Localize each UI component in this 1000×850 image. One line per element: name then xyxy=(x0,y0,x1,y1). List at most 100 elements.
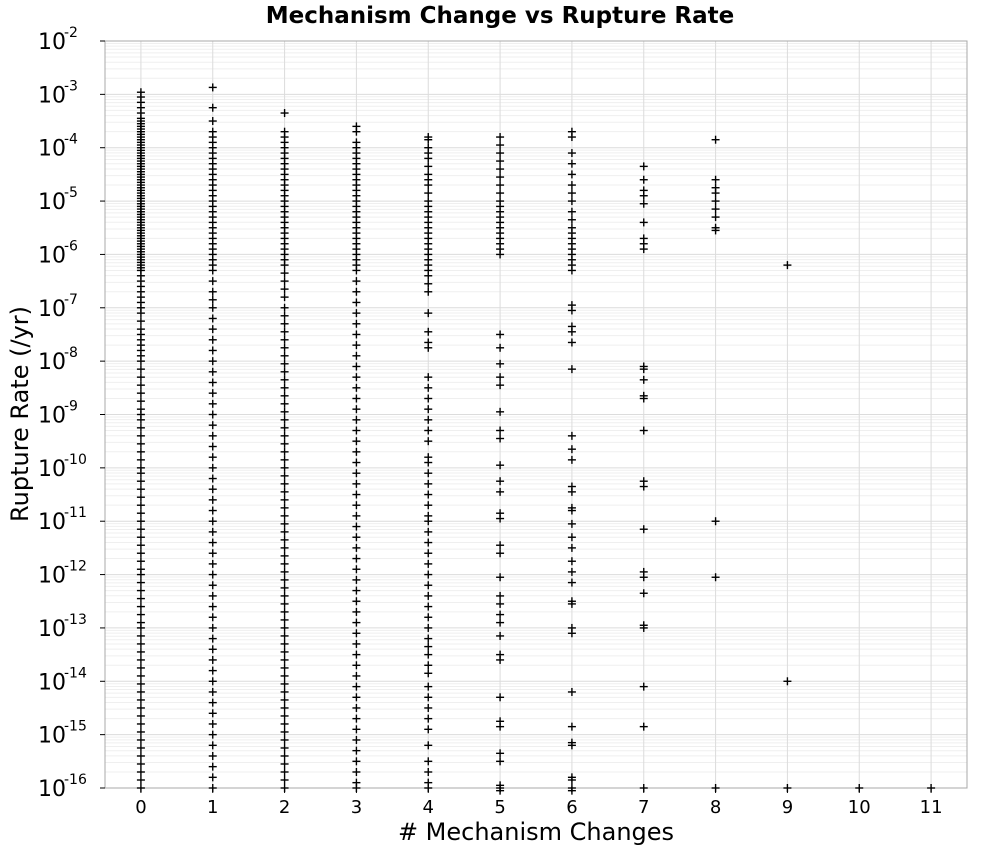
data-point xyxy=(639,199,648,208)
data-point xyxy=(280,391,289,400)
data-point xyxy=(280,775,289,784)
data-point xyxy=(424,623,433,632)
data-point xyxy=(280,607,289,616)
data-point xyxy=(424,327,433,336)
data-point xyxy=(639,175,648,184)
data-point xyxy=(280,359,289,368)
data-point xyxy=(136,493,145,502)
data-point xyxy=(208,677,217,686)
data-point xyxy=(496,693,505,702)
data-point xyxy=(136,602,145,611)
data-point xyxy=(208,506,217,515)
data-point xyxy=(567,741,576,750)
data-point xyxy=(352,597,361,606)
data-point xyxy=(567,266,576,275)
data-point xyxy=(352,266,361,275)
data-point xyxy=(711,189,720,198)
data-point xyxy=(639,589,648,598)
data-point xyxy=(352,127,361,136)
y-tick-label-exponent: -5 xyxy=(64,185,78,201)
data-point xyxy=(136,655,145,664)
x-tick-label: 4 xyxy=(423,797,434,818)
y-tick-label-exponent: -16 xyxy=(64,772,87,788)
data-point xyxy=(424,517,433,526)
y-tick-label-base: 10 xyxy=(38,83,66,108)
data-point xyxy=(208,538,217,547)
y-tick-label-base: 10 xyxy=(38,564,66,589)
data-point xyxy=(208,773,217,782)
data-point xyxy=(639,245,648,254)
data-point xyxy=(280,695,289,704)
data-point xyxy=(208,527,217,536)
data-point xyxy=(280,415,289,424)
data-point xyxy=(208,367,217,376)
data-point xyxy=(424,162,433,171)
data-point xyxy=(424,415,433,424)
data-point xyxy=(136,365,145,374)
data-point xyxy=(280,487,289,496)
data-point xyxy=(424,135,433,144)
data-point xyxy=(136,501,145,510)
data-point xyxy=(639,573,648,582)
y-tick-label-exponent: -11 xyxy=(64,505,87,521)
data-point xyxy=(496,655,505,664)
data-point xyxy=(280,591,289,600)
data-point xyxy=(352,618,361,627)
data-point xyxy=(136,623,145,632)
data-point xyxy=(496,434,505,443)
data-point xyxy=(208,645,217,654)
data-point xyxy=(280,615,289,624)
data-point xyxy=(424,189,433,198)
data-point xyxy=(567,181,576,190)
data-point xyxy=(280,399,289,408)
data-point xyxy=(280,647,289,656)
data-point xyxy=(352,405,361,414)
data-point xyxy=(352,735,361,744)
data-point xyxy=(280,303,289,312)
x-tick-label: 10 xyxy=(848,797,871,818)
data-point xyxy=(280,703,289,712)
x-axis-label: # Mechanism Changes xyxy=(398,818,674,846)
data-point xyxy=(280,639,289,648)
data-point xyxy=(280,343,289,352)
data-point xyxy=(136,743,145,752)
data-point xyxy=(136,517,145,526)
y-tick-label-exponent: -13 xyxy=(64,612,87,628)
data-point xyxy=(352,693,361,702)
data-point xyxy=(208,517,217,526)
y-axis-ticks: 10-210-310-410-510-610-710-810-910-1010-… xyxy=(38,25,105,802)
data-point xyxy=(496,477,505,486)
data-point xyxy=(424,650,433,659)
data-point xyxy=(280,735,289,744)
data-point xyxy=(280,687,289,696)
data-points xyxy=(136,83,936,795)
data-point xyxy=(280,767,289,776)
data-point xyxy=(208,314,217,323)
data-point xyxy=(639,525,648,534)
data-point xyxy=(496,173,505,182)
data-point xyxy=(280,261,289,270)
data-point xyxy=(424,642,433,651)
data-point xyxy=(424,154,433,163)
data-point xyxy=(208,453,217,462)
data-point xyxy=(424,602,433,611)
data-point xyxy=(567,215,576,224)
data-point xyxy=(496,157,505,166)
y-tick-label-exponent: -8 xyxy=(64,345,78,361)
data-point xyxy=(136,439,145,448)
data-point xyxy=(280,439,289,448)
data-point xyxy=(567,133,576,142)
data-point xyxy=(424,479,433,488)
data-point xyxy=(352,362,361,371)
data-point xyxy=(352,479,361,488)
data-point xyxy=(567,557,576,566)
data-point xyxy=(280,631,289,640)
data-point xyxy=(424,767,433,776)
data-point xyxy=(280,751,289,760)
data-point xyxy=(208,581,217,590)
data-point xyxy=(567,629,576,638)
data-point xyxy=(352,767,361,776)
data-point xyxy=(424,271,433,280)
data-point xyxy=(424,373,433,382)
data-point xyxy=(424,490,433,499)
